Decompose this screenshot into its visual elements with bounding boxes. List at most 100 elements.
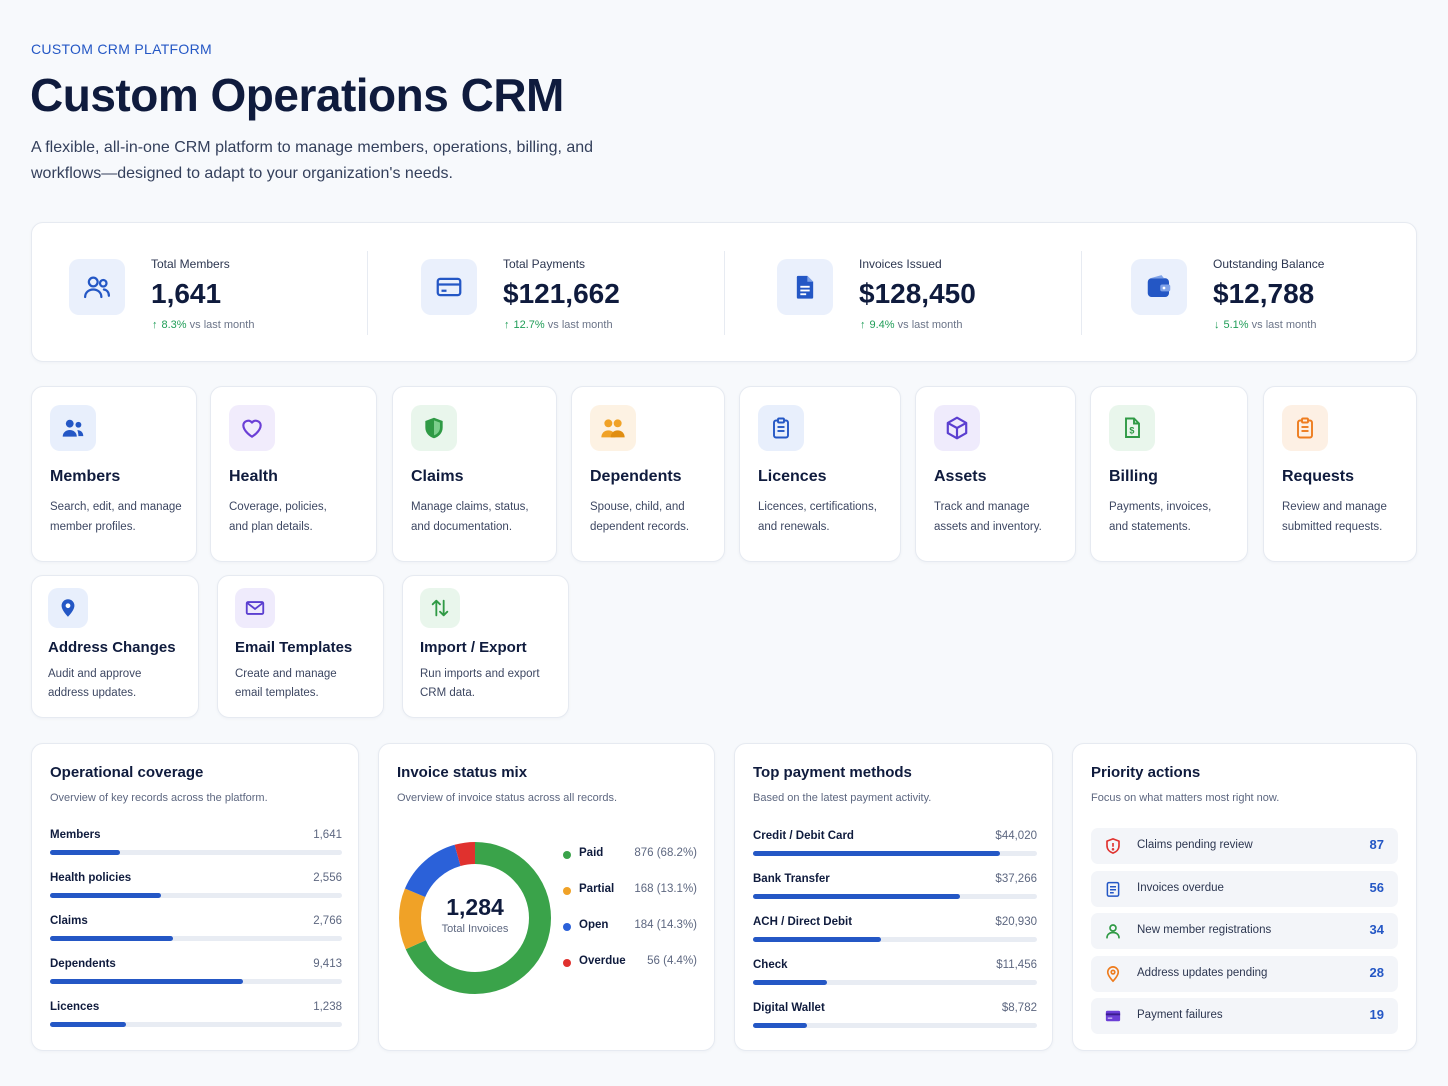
panel-title: Priority actions: [1091, 764, 1201, 781]
module-title: Requests: [1282, 468, 1355, 485]
payment-methods-panel: Top payment methods Based on the latest …: [734, 743, 1053, 1051]
bar-row: Check $11,456: [753, 959, 1037, 989]
shield-icon: [411, 405, 457, 451]
priority-count: 19: [1369, 1007, 1384, 1022]
priority-item[interactable]: Claims pending review 87: [1091, 828, 1398, 864]
bar-label: Dependents: [50, 958, 116, 970]
bar-fill: [753, 851, 1001, 856]
kpi-invoices-issued: Invoices Issued $128,450 ↑ 9.4% vs last m…: [724, 223, 1080, 363]
panel-title: Top payment methods: [753, 764, 912, 781]
kpi-label: Outstanding Balance: [1213, 257, 1325, 271]
module-title: Members: [50, 468, 121, 485]
module-desc-line1: Audit and approve: [48, 668, 142, 680]
bar-fill: [50, 1022, 126, 1027]
donut-slice-overdue: [399, 842, 551, 994]
import-export-icon: [420, 588, 460, 628]
kpi-delta-pct: 12.7%: [513, 319, 545, 331]
module-title: Assets: [934, 468, 987, 485]
legend-item: Overdue 56 (4.4%): [563, 955, 697, 973]
module-desc-line1: Search, edit, and manage: [50, 501, 182, 513]
module-desc-line1: Track and manage: [934, 501, 1030, 513]
module-title: Health: [229, 468, 278, 485]
bar-track: [50, 979, 342, 984]
module-desc-line2: address updates.: [48, 687, 137, 699]
module-desc-line2: and statements.: [1109, 521, 1191, 533]
legend-label: Overdue: [579, 955, 626, 967]
bar-row: Members 1,641: [50, 829, 342, 859]
priority-item[interactable]: Invoices overdue 56: [1091, 870, 1398, 907]
legend-value: 168 (13.1%): [634, 883, 697, 895]
kpi-total-members: Total Members 1,641 ↑ 8.3% vs last month: [32, 223, 368, 363]
kpi-delta: ↑ 12.7% vs last month: [504, 319, 613, 331]
kpi-delta: ↓ 5.1% vs last month: [1214, 319, 1316, 331]
module-desc-line2: and plan details.: [229, 521, 313, 533]
priority-label: New member registrations: [1137, 924, 1272, 936]
module-desc-line2: member profiles.: [50, 521, 136, 533]
bar-track: [50, 893, 342, 898]
arrow-down-icon: ↓: [1214, 319, 1220, 331]
module-card-licences[interactable]: Licences Licences, certifications, and r…: [739, 386, 901, 562]
priority-item[interactable]: Address updates pending 28: [1091, 955, 1398, 992]
bar-row: Health policies 2,556: [50, 872, 342, 902]
shield-alert-icon: [1103, 836, 1123, 856]
kpi-outstanding-balance: Outstanding Balance $12,788 ↓ 5.1% vs las…: [1081, 223, 1417, 363]
bar-value: $20,930: [995, 916, 1037, 928]
priority-count: 34: [1369, 922, 1384, 937]
legend-value: 56 (4.4%): [647, 955, 697, 967]
priority-item[interactable]: New member registrations 34: [1091, 913, 1398, 949]
module-desc-line1: Spouse, child, and: [590, 501, 685, 513]
module-title: Import / Export: [420, 639, 527, 656]
priority-label: Address updates pending: [1137, 966, 1268, 979]
module-desc-line1: Run imports and export: [420, 668, 540, 680]
invoice-status-panel: Invoice status mix Overview of invoice s…: [378, 743, 715, 1051]
bar-value: $8,782: [1001, 1002, 1037, 1014]
module-title: Address Changes: [48, 639, 176, 656]
module-card-members[interactable]: Members Search, edit, and manage member …: [31, 386, 197, 562]
bar-value: $37,266: [995, 873, 1037, 885]
bar-row: Dependents 9,413: [50, 958, 342, 988]
user-icon: [1103, 921, 1123, 941]
legend-dot: [563, 851, 571, 859]
svg-text:$: $: [1129, 426, 1134, 436]
panel-title: Invoice status mix: [397, 764, 528, 781]
kpi-divider: [724, 251, 725, 335]
bar-track: [753, 851, 1037, 856]
module-card-health[interactable]: Health Coverage, policies, and plan deta…: [210, 386, 377, 562]
legend-label: Paid: [579, 847, 604, 859]
module-desc-line2: and documentation.: [411, 521, 513, 533]
billing-icon: $: [1109, 405, 1155, 451]
kpi-total-payments: Total Payments $121,662 ↑ 12.7% vs last m…: [368, 223, 724, 363]
module-card-requests[interactable]: Requests Review and manage submitted req…: [1263, 386, 1417, 562]
bar-value: 1,238: [313, 1001, 342, 1013]
module-card-email-templates[interactable]: Email Templates Create and manage email …: [217, 575, 384, 718]
panel-subtitle: Overview of key records across the platf…: [50, 792, 268, 804]
module-desc-line1: Manage claims, status,: [411, 501, 529, 513]
priority-item[interactable]: Payment failures 19: [1091, 998, 1398, 1034]
module-card-dependents[interactable]: Dependents Spouse, child, and dependent …: [571, 386, 725, 562]
kpi-strip: Total Members 1,641 ↑ 8.3% vs last month …: [31, 222, 1417, 362]
module-card-address-changes[interactable]: Address Changes Audit and approve addres…: [31, 575, 199, 718]
clipboard-icon: [758, 405, 804, 451]
module-desc-line1: Coverage, policies,: [229, 501, 327, 513]
kpi-delta: ↑ 8.3% vs last month: [152, 319, 254, 331]
document-icon: [777, 259, 833, 315]
bar-row: Claims 2,766: [50, 915, 342, 945]
bar-label: Credit / Debit Card: [753, 830, 854, 842]
bar-label: ACH / Direct Debit: [753, 916, 853, 928]
bar-row: Credit / Debit Card $44,020: [753, 830, 1037, 860]
module-card-assets[interactable]: Assets Track and manage assets and inven…: [915, 386, 1076, 562]
family-icon: [590, 405, 636, 451]
users-icon: [50, 405, 96, 451]
invoice-donut-chart: [399, 842, 551, 994]
legend-item: Paid 876 (68.2%): [563, 847, 697, 865]
panel-title: Operational coverage: [50, 764, 204, 781]
bar-value: 2,556: [313, 872, 342, 884]
module-card-billing[interactable]: $ Billing Payments, invoices, and statem…: [1090, 386, 1248, 562]
kpi-delta-suffix: vs last month: [1251, 319, 1317, 331]
kpi-delta-pct: 8.3%: [161, 319, 187, 331]
bar-value: $44,020: [995, 830, 1037, 842]
arrow-up-icon: ↑: [860, 319, 866, 331]
bar-fill: [753, 894, 961, 899]
module-card-claims[interactable]: Claims Manage claims, status, and docume…: [392, 386, 557, 562]
module-card-import-export[interactable]: Import / Export Run imports and export C…: [402, 575, 569, 718]
